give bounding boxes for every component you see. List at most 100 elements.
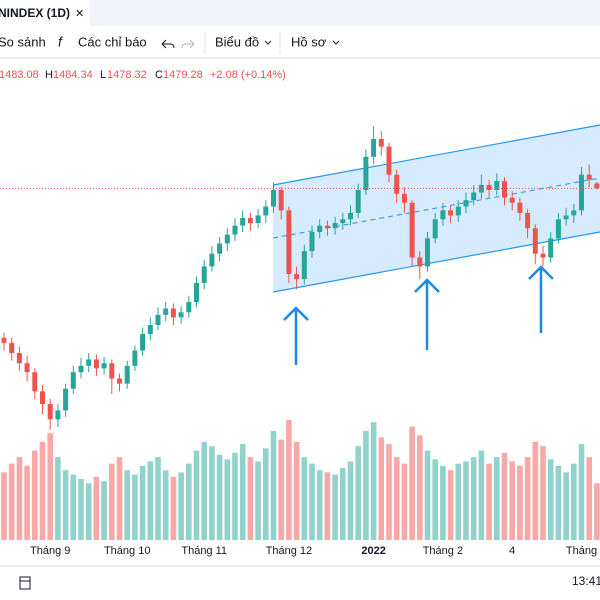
x-tick-label: Tháng <box>566 545 597 557</box>
candle-body <box>332 223 338 229</box>
candle-body <box>286 210 292 275</box>
tab[interactable] <box>0 0 90 26</box>
candle-body <box>525 212 531 229</box>
volume-bar <box>447 470 454 540</box>
candle-body <box>255 215 261 224</box>
candle-body <box>78 365 84 373</box>
low-value: 1478.32 <box>107 69 147 81</box>
volume-bar <box>286 420 292 540</box>
candle-body <box>155 314 161 326</box>
x-tick-label: Tháng 9 <box>30 545 70 557</box>
volume-bar <box>232 452 238 540</box>
volume-bar <box>186 463 192 540</box>
volume-bar <box>563 472 569 540</box>
candle-body <box>502 181 507 198</box>
candle-body <box>278 189 284 211</box>
candle-body <box>517 202 523 213</box>
close-label: C <box>155 69 163 81</box>
candle-body <box>540 253 546 258</box>
volume-bar <box>524 457 531 540</box>
low-label: L <box>100 69 106 81</box>
volume-bar <box>70 474 77 540</box>
tab-title: NINDEX (1D) <box>0 6 70 20</box>
candle-body <box>432 219 438 239</box>
channel-upper <box>272 124 600 186</box>
profile-button[interactable]: Hồ sơ <box>291 34 327 49</box>
date-range-icon[interactable] <box>19 576 31 590</box>
chart-type-button[interactable]: Biểu đồ <box>215 34 259 49</box>
candle-body <box>294 274 300 280</box>
candle-body <box>93 359 99 369</box>
volume-bar <box>247 457 254 540</box>
indicators-button[interactable]: Các chỉ báo <box>78 34 147 49</box>
volume-bar <box>578 444 585 540</box>
volume-bar <box>263 448 269 540</box>
candle-body <box>32 372 38 392</box>
candle-body <box>324 225 330 229</box>
candle-body <box>394 174 400 194</box>
volume-bar <box>178 472 184 540</box>
volume-bar <box>386 444 392 540</box>
candle-body <box>494 181 500 190</box>
volume-bar <box>116 457 123 540</box>
volume-bar <box>463 461 469 540</box>
volume-bar <box>455 463 462 540</box>
x-tick-label: Tháng 2 <box>423 545 463 557</box>
volume-bar <box>393 457 400 540</box>
high-value: 1484.34 <box>53 69 93 81</box>
volume-bar <box>109 463 115 540</box>
undo-icon[interactable] <box>161 39 175 49</box>
candle-body <box>355 189 361 213</box>
volume-bar <box>170 476 177 540</box>
candle-body <box>55 410 61 420</box>
volume-bar <box>440 465 446 540</box>
candle-body <box>86 359 92 366</box>
arrow <box>283 306 309 365</box>
x-tick-label: 2022 <box>361 545 385 557</box>
open-value: 1483.08 <box>0 69 39 81</box>
candle-body <box>317 225 323 233</box>
volume-bar <box>147 461 154 540</box>
volume-bar <box>101 481 107 540</box>
volume-bar <box>201 441 207 540</box>
candle-body <box>40 391 45 405</box>
arrow <box>528 265 554 333</box>
chevron <box>264 40 272 45</box>
candle-body <box>463 200 469 207</box>
candle-body <box>240 218 246 226</box>
candle-body <box>9 342 15 354</box>
volume-bar <box>55 457 61 540</box>
candle-body <box>140 333 146 351</box>
candle-body <box>132 350 138 366</box>
channel-lower <box>272 231 600 293</box>
candle-body <box>1 337 7 343</box>
volume-bar <box>409 426 415 540</box>
volume-bar <box>594 483 600 540</box>
compare-button[interactable]: So sánh <box>0 34 46 49</box>
x-tick-label: Tháng 10 <box>104 545 150 557</box>
close-value: 1479.28 <box>163 69 203 81</box>
volume-bar <box>355 446 361 540</box>
chevron <box>332 40 340 45</box>
candle-body <box>594 183 600 189</box>
clock: 13:41 <box>572 574 600 588</box>
volume-bar <box>239 444 246 540</box>
volume-bar <box>216 454 223 540</box>
volume-bar <box>509 461 515 540</box>
volume-bar <box>432 459 438 540</box>
volume-bar <box>486 463 492 540</box>
candle-body <box>186 302 192 313</box>
candle-body <box>194 282 199 303</box>
candle-body <box>509 197 515 203</box>
fx-icon: f <box>58 34 64 50</box>
volume-bar <box>332 474 338 540</box>
tab-close[interactable]: ✕ <box>75 8 84 20</box>
candle-body <box>401 193 407 203</box>
candle-body <box>455 206 461 216</box>
candle-body <box>386 146 392 175</box>
volume-layer <box>1 420 600 540</box>
volume-bar <box>139 465 146 540</box>
candle-body <box>101 363 107 369</box>
volume-bar <box>363 430 369 540</box>
